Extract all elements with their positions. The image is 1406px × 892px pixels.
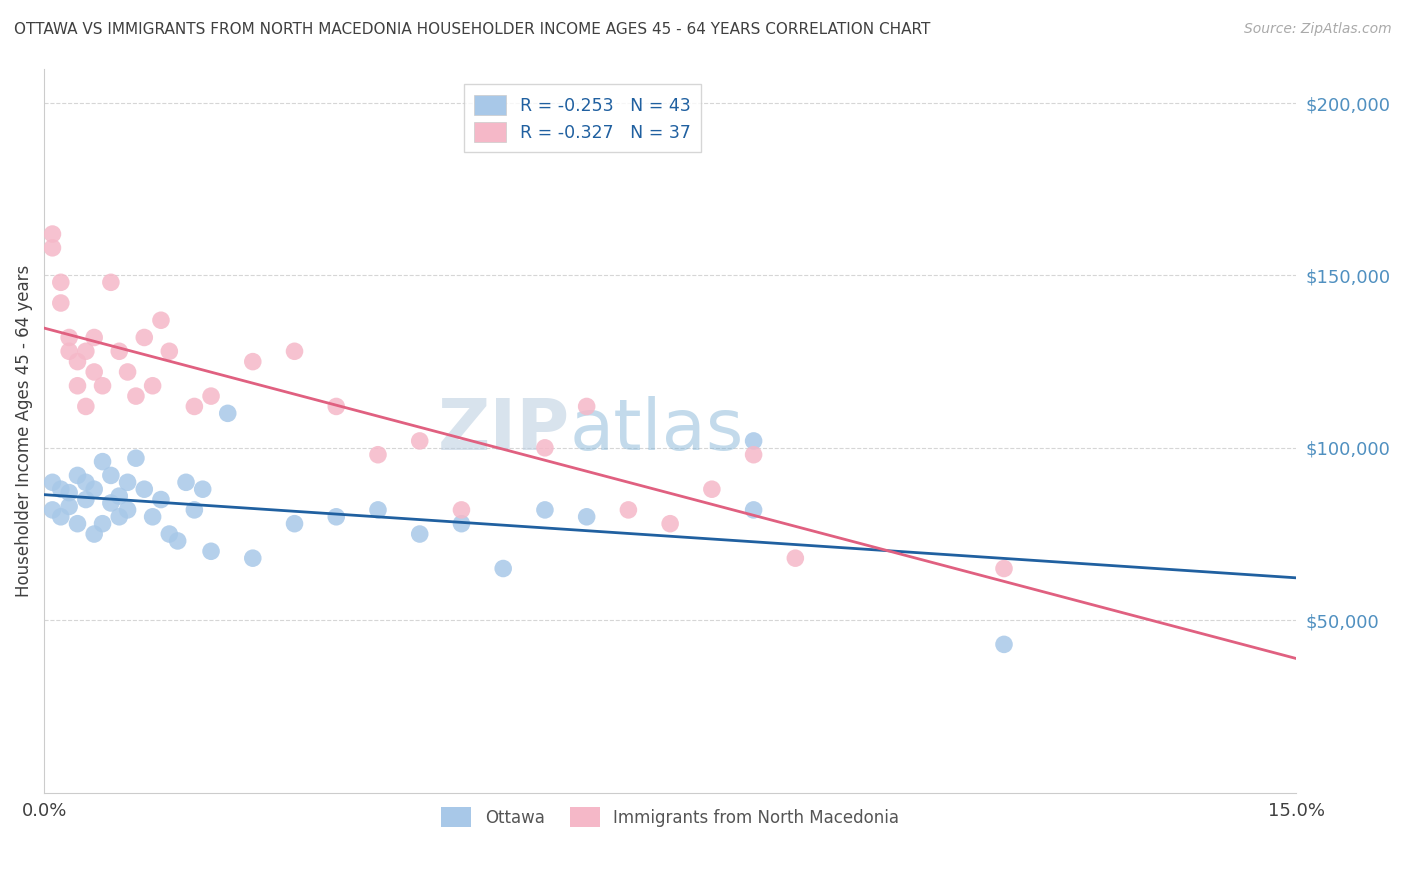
Point bbox=[49, 509, 72, 524]
Point bbox=[993, 561, 1015, 575]
Point bbox=[58, 500, 80, 514]
Point bbox=[58, 485, 80, 500]
Point bbox=[108, 344, 131, 359]
Point bbox=[742, 503, 765, 517]
Point bbox=[117, 475, 139, 490]
Point bbox=[242, 354, 264, 368]
Point bbox=[75, 400, 97, 414]
Point bbox=[134, 482, 156, 496]
Point bbox=[659, 516, 682, 531]
Point bbox=[75, 475, 97, 490]
Text: atlas: atlas bbox=[569, 396, 744, 465]
Point bbox=[700, 482, 723, 496]
Point bbox=[83, 482, 105, 496]
Point bbox=[325, 400, 347, 414]
Point bbox=[157, 527, 180, 541]
Point bbox=[83, 365, 105, 379]
Point bbox=[100, 468, 122, 483]
Point bbox=[575, 509, 598, 524]
Text: ZIP: ZIP bbox=[437, 396, 569, 465]
Point bbox=[166, 533, 188, 548]
Point bbox=[108, 489, 131, 503]
Point bbox=[367, 448, 389, 462]
Point bbox=[242, 551, 264, 566]
Point bbox=[49, 275, 72, 289]
Point bbox=[283, 516, 305, 531]
Point bbox=[66, 378, 89, 392]
Point bbox=[191, 482, 214, 496]
Legend: Ottawa, Immigrants from North Macedonia: Ottawa, Immigrants from North Macedonia bbox=[433, 799, 907, 835]
Point bbox=[149, 492, 172, 507]
Point bbox=[325, 509, 347, 524]
Point bbox=[183, 400, 205, 414]
Point bbox=[117, 365, 139, 379]
Point bbox=[174, 475, 197, 490]
Point bbox=[409, 527, 432, 541]
Point bbox=[100, 275, 122, 289]
Point bbox=[993, 637, 1015, 651]
Point bbox=[58, 330, 80, 344]
Point bbox=[409, 434, 432, 448]
Point bbox=[785, 551, 807, 566]
Point bbox=[49, 296, 72, 310]
Point bbox=[91, 378, 114, 392]
Point bbox=[75, 492, 97, 507]
Point bbox=[66, 354, 89, 368]
Point bbox=[75, 344, 97, 359]
Point bbox=[450, 503, 472, 517]
Point bbox=[142, 509, 165, 524]
Point bbox=[200, 389, 222, 403]
Text: Source: ZipAtlas.com: Source: ZipAtlas.com bbox=[1244, 22, 1392, 37]
Point bbox=[49, 482, 72, 496]
Point bbox=[183, 503, 205, 517]
Point bbox=[100, 496, 122, 510]
Text: OTTAWA VS IMMIGRANTS FROM NORTH MACEDONIA HOUSEHOLDER INCOME AGES 45 - 64 YEARS : OTTAWA VS IMMIGRANTS FROM NORTH MACEDONI… bbox=[14, 22, 931, 37]
Point bbox=[83, 527, 105, 541]
Point bbox=[617, 503, 640, 517]
Point bbox=[66, 516, 89, 531]
Point bbox=[575, 400, 598, 414]
Point bbox=[742, 448, 765, 462]
Point bbox=[66, 468, 89, 483]
Point bbox=[91, 455, 114, 469]
Point bbox=[217, 406, 239, 420]
Point bbox=[149, 313, 172, 327]
Point bbox=[41, 227, 63, 241]
Point bbox=[200, 544, 222, 558]
Point bbox=[41, 503, 63, 517]
Point bbox=[41, 475, 63, 490]
Point bbox=[450, 516, 472, 531]
Point bbox=[108, 509, 131, 524]
Point bbox=[492, 561, 515, 575]
Point bbox=[83, 330, 105, 344]
Point bbox=[58, 344, 80, 359]
Point bbox=[41, 241, 63, 255]
Point bbox=[157, 344, 180, 359]
Point bbox=[91, 516, 114, 531]
Point bbox=[534, 503, 557, 517]
Point bbox=[283, 344, 305, 359]
Point bbox=[534, 441, 557, 455]
Point bbox=[125, 451, 148, 466]
Point bbox=[125, 389, 148, 403]
Point bbox=[117, 503, 139, 517]
Point bbox=[142, 378, 165, 392]
Point bbox=[742, 434, 765, 448]
Point bbox=[367, 503, 389, 517]
Y-axis label: Householder Income Ages 45 - 64 years: Householder Income Ages 45 - 64 years bbox=[15, 264, 32, 597]
Point bbox=[134, 330, 156, 344]
